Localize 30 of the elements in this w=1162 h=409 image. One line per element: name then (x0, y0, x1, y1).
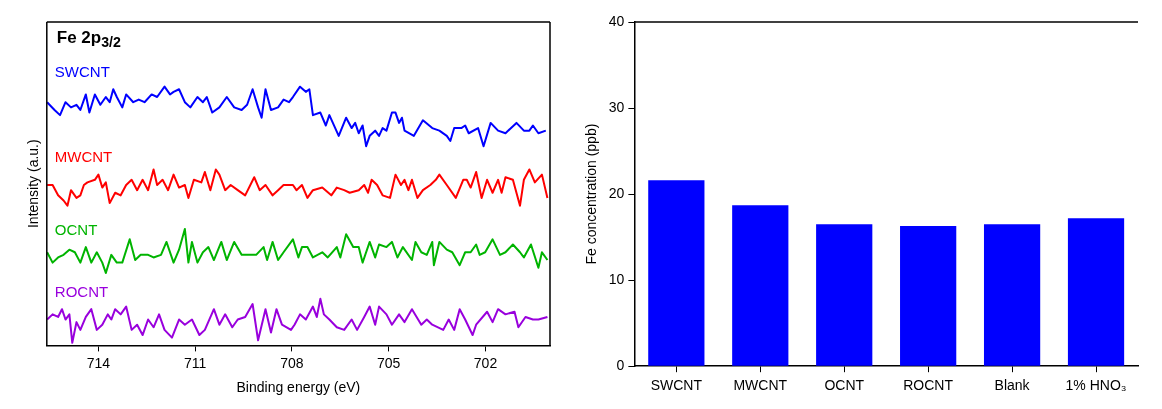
bar (732, 205, 789, 366)
x-tick-label: 714 (86, 354, 111, 371)
text: Fe 2p$_{3/2}$ (56, 28, 121, 51)
y-axis-title: Intensity (a.u.) (25, 139, 42, 229)
bar (648, 180, 705, 366)
bar (816, 224, 873, 366)
series-label: MWCNT (54, 148, 113, 166)
x-tick-label: OCNT (824, 377, 865, 394)
x-tick-label: 1% HNO₃ (1065, 377, 1127, 394)
x-tick-label: SWCNT (650, 377, 703, 394)
series-label: SWCNT (54, 62, 110, 80)
x-tick-label: 711 (184, 354, 207, 371)
x-tick-label: ROCNT (903, 377, 954, 394)
bar (983, 224, 1041, 366)
y-tick-label: 0 (616, 357, 625, 374)
y-tick-label: 30 (608, 98, 625, 115)
x-tick-label: Blank (994, 377, 1031, 394)
bar (900, 225, 957, 366)
series-label: ROCNT (54, 282, 109, 300)
x-tick-label: MWCNT (733, 377, 788, 394)
bar (1067, 218, 1125, 366)
y-tick-label: 10 (608, 271, 625, 288)
x-tick-label: 702 (473, 354, 498, 371)
x-tick-label: 705 (377, 354, 401, 371)
y-axis-title: Fe concentration (ppb) (583, 123, 600, 265)
series-label: OCNT (54, 220, 98, 238)
y-tick-label: 40 (608, 12, 625, 29)
x-axis-title: Binding energy (eV) (236, 379, 361, 396)
x-tick-label: 708 (280, 354, 304, 371)
y-tick-label: 20 (608, 184, 625, 201)
